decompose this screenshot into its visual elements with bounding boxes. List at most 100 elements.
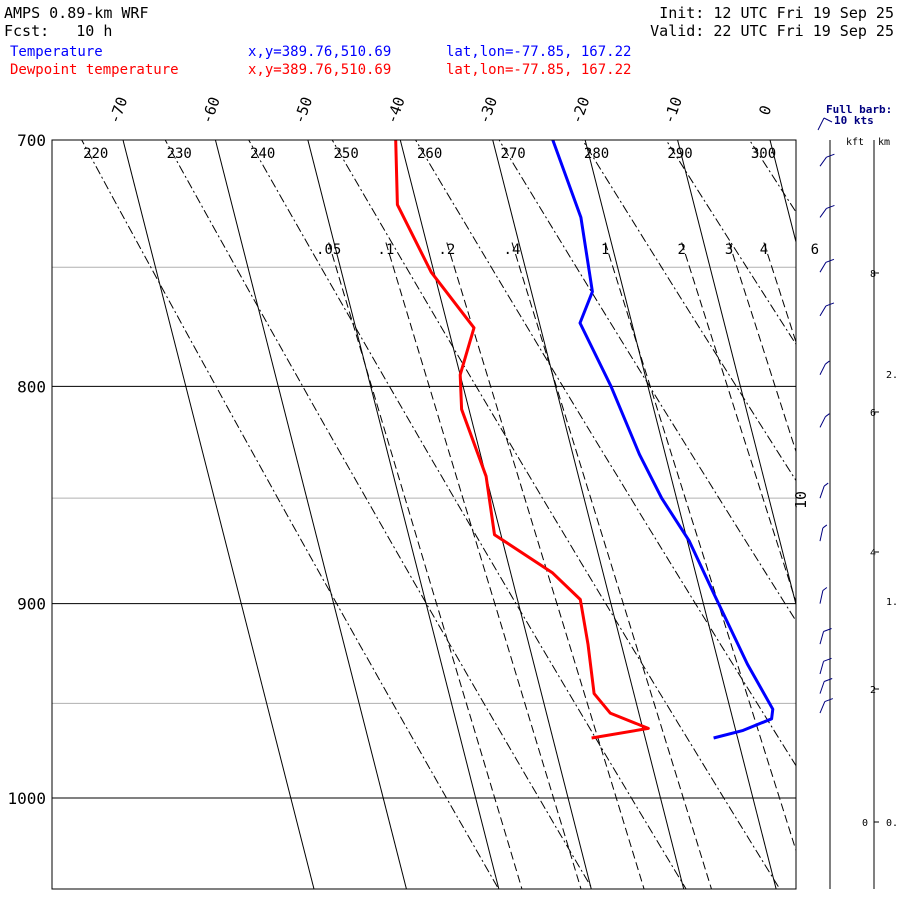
theta-label-220: 220 (83, 146, 108, 162)
isotherm--50 (307, 140, 500, 889)
wind-key-line2: 10 kts (834, 114, 874, 127)
isotherm--30 (492, 140, 685, 889)
isotherm--40 (399, 140, 592, 889)
dry-adiabat-260 (415, 140, 796, 767)
wind-barb-staff (819, 631, 825, 645)
wind-barb-945 (819, 678, 833, 694)
valid-label: Valid: (650, 22, 705, 40)
wind-barb-818 (819, 413, 830, 428)
dewpoint-profile-line (394, 140, 650, 740)
dry-adiabat-270 (498, 140, 796, 622)
isotherm-label--20: -20 (567, 94, 593, 126)
pressure-label-900: 900 (17, 595, 46, 614)
wind-barb-935 (819, 657, 832, 675)
dry-adiabat-290 (665, 140, 796, 346)
wind-barb-flag (825, 360, 830, 365)
dry-adiabat-300 (748, 140, 796, 213)
isotherm-label--70: -70 (105, 94, 131, 126)
mixing-ratio-label-8: 6 (811, 242, 819, 258)
legend-dewpoint-name: Dewpoint temperature (10, 62, 179, 78)
isotherm-label--50: -50 (290, 94, 316, 126)
isotherm--10 (677, 140, 796, 607)
wind-barb-955 (819, 698, 833, 714)
wind-barb-870 (819, 524, 828, 542)
isotherm--20 (584, 140, 777, 889)
isotherm-0 (769, 140, 796, 244)
legend-dewpoint-xy: x,y=389.76,510.69 (248, 62, 392, 78)
wind-barb-staff (819, 305, 827, 317)
wind-barb-staff (819, 363, 826, 375)
wind-key-barb (817, 117, 833, 131)
theta-label-240: 240 (250, 146, 275, 162)
dry-adiabat-280 (582, 140, 796, 482)
wind-barb-staff (819, 590, 824, 604)
isotherm-label--60: -60 (198, 94, 224, 126)
mixing-ratio-line-3 (511, 242, 712, 889)
wind-barb-730 (819, 204, 835, 218)
kft-tick-0: 0 (862, 818, 868, 829)
kft-tick-4: 4 (870, 548, 876, 559)
mixing-ratio-line-7 (763, 242, 796, 344)
wind-barb-850 (819, 482, 829, 499)
init-time: Init: 12 UTC Fri 19 Sep 25 (659, 4, 894, 22)
wind-barb-flag (822, 524, 828, 529)
dry-adiabat-250 (331, 140, 781, 889)
theta-label-290: 290 (667, 146, 692, 162)
kft-tick-2: 2 (870, 685, 876, 696)
wind-barb-staff (819, 485, 825, 499)
mixing-ratio-label-1: .1 (377, 242, 394, 258)
mixing-ratio-line-4 (604, 242, 796, 853)
wind-barb-flag (826, 153, 835, 158)
km-tick-0: 0. (886, 818, 898, 829)
mixing-ratio-line-1 (385, 242, 582, 889)
wind-barb-flag (825, 258, 835, 263)
pressure-label-700: 700 (17, 131, 46, 150)
temperature-profile-line (551, 140, 775, 740)
isotherm-label--10: -10 (660, 94, 686, 126)
mixing-ratio-label-6: 3 (725, 242, 733, 258)
wind-barb-staff (819, 701, 826, 714)
wind-barb-flag (822, 587, 828, 591)
wind-key-flag (823, 117, 833, 123)
init-label: Init: (659, 4, 705, 22)
legend-dewpoint-latlon: lat,lon=-77.85, 167.22 (446, 62, 632, 78)
isotherm-label--30: -30 (475, 94, 501, 126)
kft-tick-6: 6 (870, 408, 876, 419)
valid-time: Valid: 22 UTC Fri 19 Sep 25 (650, 22, 894, 40)
isotherm-label-0: 0 (755, 103, 775, 118)
wind-barb-flag (825, 302, 835, 307)
wind-barb-flag (823, 657, 832, 662)
wind-barb-staff (819, 416, 826, 428)
mixing-ratio-label-3: .4 (504, 242, 521, 258)
mixing-ratio-label-2: .2 (438, 242, 455, 258)
pressure-label-1000: 1000 (7, 789, 46, 808)
theta-label-300: 300 (751, 146, 776, 162)
theta-label-250: 250 (334, 146, 359, 162)
forecast-value: 10 h (76, 22, 113, 40)
km-tick-2: 2. (886, 370, 898, 381)
legend-temperature-xy: x,y=389.76,510.69 (248, 44, 392, 60)
theta-label-270: 270 (500, 146, 525, 162)
model-title: AMPS 0.89-km WRF (4, 4, 149, 22)
init-value: 12 UTC Fri 19 Sep 25 (713, 4, 894, 22)
wind-barb-staff (819, 681, 825, 694)
mixing-ratio-label-7: 4 (760, 242, 768, 258)
dry-adiabat-220 (81, 140, 500, 889)
pressure-label-800: 800 (17, 377, 46, 396)
wind-barb-flag (825, 413, 830, 418)
wind-barb-770 (819, 302, 835, 317)
km-axis-label: km (878, 137, 890, 148)
theta-label-230: 230 (167, 146, 192, 162)
forecast-label: Fcst: (4, 22, 50, 40)
wind-barb-staff (819, 661, 825, 675)
mixing-ratio-line-0 (328, 242, 523, 889)
legend-temperature-latlon: lat,lon=-77.85, 167.22 (446, 44, 632, 60)
isotherm--70 (122, 140, 315, 889)
isotherm-label-10: 10 (792, 491, 810, 509)
wind-barb-flag (826, 204, 835, 209)
wind-barb-900 (819, 587, 828, 604)
wind-barb-flag (824, 698, 833, 703)
isotherm-label--40: -40 (382, 94, 408, 126)
wind-barb-752 (819, 258, 835, 273)
